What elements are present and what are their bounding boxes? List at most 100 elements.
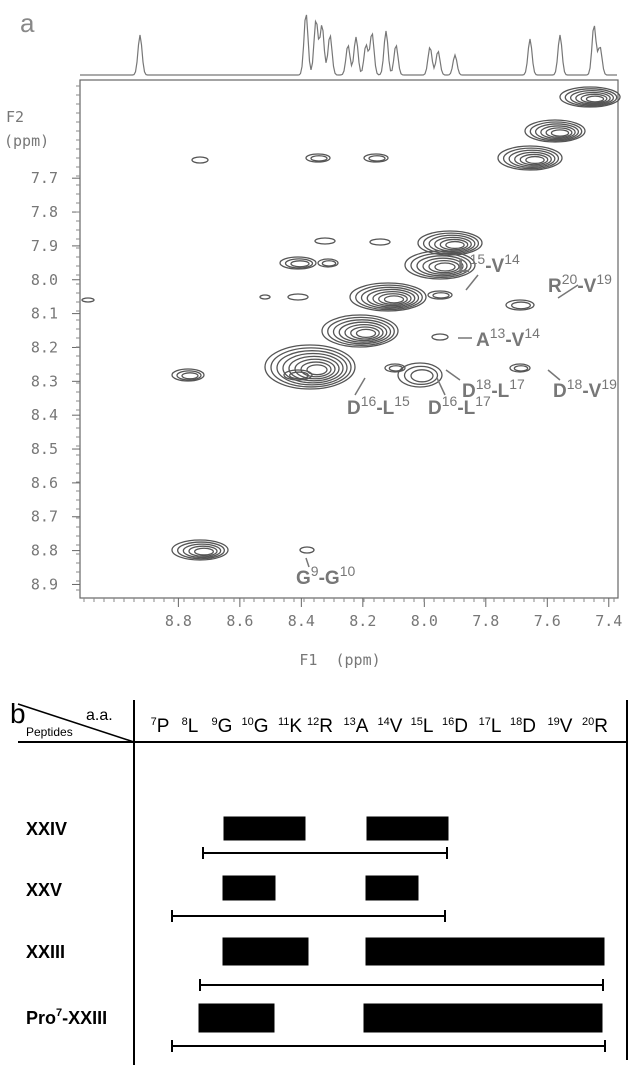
label-part: 16: [361, 393, 377, 409]
y-tick-label: 7.9: [31, 237, 58, 255]
cross-peak-label: D16-L17: [428, 393, 491, 419]
contour: [433, 293, 449, 298]
label-part: 13: [490, 325, 506, 341]
residue: 19V: [548, 716, 573, 737]
x-tick-label: 7.6: [534, 612, 561, 630]
residue: 9G: [212, 716, 233, 737]
residue-number: 10: [241, 716, 253, 728]
row-header: Peptides: [26, 725, 73, 739]
peptide-name: XXV: [26, 880, 62, 900]
residue: 8L: [182, 716, 199, 737]
residue-letter: A: [356, 716, 369, 737]
segments: [172, 817, 605, 1052]
label-part: D: [553, 381, 567, 402]
residue-letter: K: [289, 716, 302, 737]
residue: 20R: [582, 716, 608, 737]
label-part: 18: [567, 376, 583, 392]
contour: [260, 295, 270, 299]
residue: 17L: [479, 716, 502, 737]
label-part: 17: [475, 393, 491, 409]
y-tick-label: 8.5: [31, 440, 58, 458]
x-tick-label: 8.2: [349, 612, 376, 630]
cross-peak-label: A13-V14: [476, 325, 540, 351]
residue-letter: L: [423, 716, 434, 737]
y-tick-label: 8.0: [31, 271, 58, 289]
residue-number: 20: [582, 716, 594, 728]
residue: 18D: [510, 716, 536, 737]
contour: [512, 302, 531, 309]
residue: 14V: [378, 716, 403, 737]
contour: [182, 373, 198, 379]
figure: a F2 (ppm) F1 (ppm) b a.a. Peptides: [0, 0, 635, 1068]
residue-letter: V: [390, 716, 403, 737]
panel-label: a: [20, 8, 35, 38]
y-tick-label: 7.8: [31, 203, 58, 221]
y-axis-title: F2: [6, 108, 24, 126]
residue-letter: G: [254, 716, 269, 737]
peptide-rest: -XXIII: [62, 1008, 107, 1028]
contour: [435, 263, 455, 271]
contour: [411, 370, 433, 382]
label-part: -V: [485, 256, 504, 277]
y-tick-label: 8.6: [31, 474, 58, 492]
cross-peak-label: D18-V19: [553, 376, 617, 402]
label-part: 10: [340, 563, 356, 579]
contour: [369, 156, 385, 161]
residue: 16D: [442, 716, 468, 737]
label-part: -L: [491, 381, 509, 402]
residue: 13A: [344, 716, 369, 737]
contour: [195, 548, 214, 555]
label-part: 19: [601, 376, 617, 392]
residue-number: 16: [442, 716, 454, 728]
residue: 12R: [307, 716, 333, 737]
residue-letter: D: [522, 716, 536, 737]
label-part: 18: [476, 376, 492, 392]
panel-label: b: [10, 698, 26, 729]
peptide-name: XXIII: [26, 942, 65, 962]
contours: [82, 87, 620, 560]
contour: [514, 366, 527, 371]
peptide-name: Pro7-XXIII: [26, 1007, 107, 1028]
contour: [432, 334, 448, 340]
x-tick-label: 8.6: [226, 612, 253, 630]
label-part: -V: [505, 330, 524, 351]
peptide-base: Pro: [26, 1008, 56, 1028]
y-tick-label: 8.2: [31, 338, 58, 356]
column-header: a.a.: [86, 707, 113, 724]
label-part: D: [347, 398, 361, 419]
residue: 11K: [278, 716, 302, 737]
residue-letter: D: [454, 716, 468, 737]
label-part: 19: [596, 271, 612, 287]
y-tick-label: 8.3: [31, 372, 58, 390]
residue-number: 19: [548, 716, 560, 728]
y-axis-unit: (ppm): [4, 132, 49, 150]
cross-peak-label: G9-G10: [296, 563, 355, 589]
contour: [288, 294, 308, 300]
y-tick-label: 8.8: [31, 542, 58, 560]
cross-peak-label: D16-L15: [347, 393, 410, 419]
y-tick-label: 8.9: [31, 575, 58, 593]
x-tick-label: 7.4: [595, 612, 622, 630]
contour: [82, 298, 94, 302]
contour: [370, 239, 390, 245]
label-part: 15: [470, 251, 486, 267]
1d-spectrum: [80, 15, 617, 75]
label-part: 14: [524, 325, 540, 341]
label-part: A: [476, 330, 490, 351]
contour: [291, 261, 309, 267]
residue-number: 13: [344, 716, 356, 728]
residue-letter: V: [560, 716, 573, 737]
residue-number: 18: [510, 716, 522, 728]
label-part: 16: [442, 393, 458, 409]
contour: [385, 296, 404, 303]
x-tick-label: 8.0: [411, 612, 438, 630]
residue-number: 15: [411, 716, 423, 728]
contour: [311, 156, 327, 161]
label-part: 15: [394, 393, 410, 409]
contour: [300, 547, 314, 553]
residue-letter: R: [594, 716, 608, 737]
label-part: -L: [457, 398, 475, 419]
contour: [526, 157, 544, 164]
label-part: -V: [582, 381, 601, 402]
peptide-base: XXIII: [26, 942, 65, 962]
